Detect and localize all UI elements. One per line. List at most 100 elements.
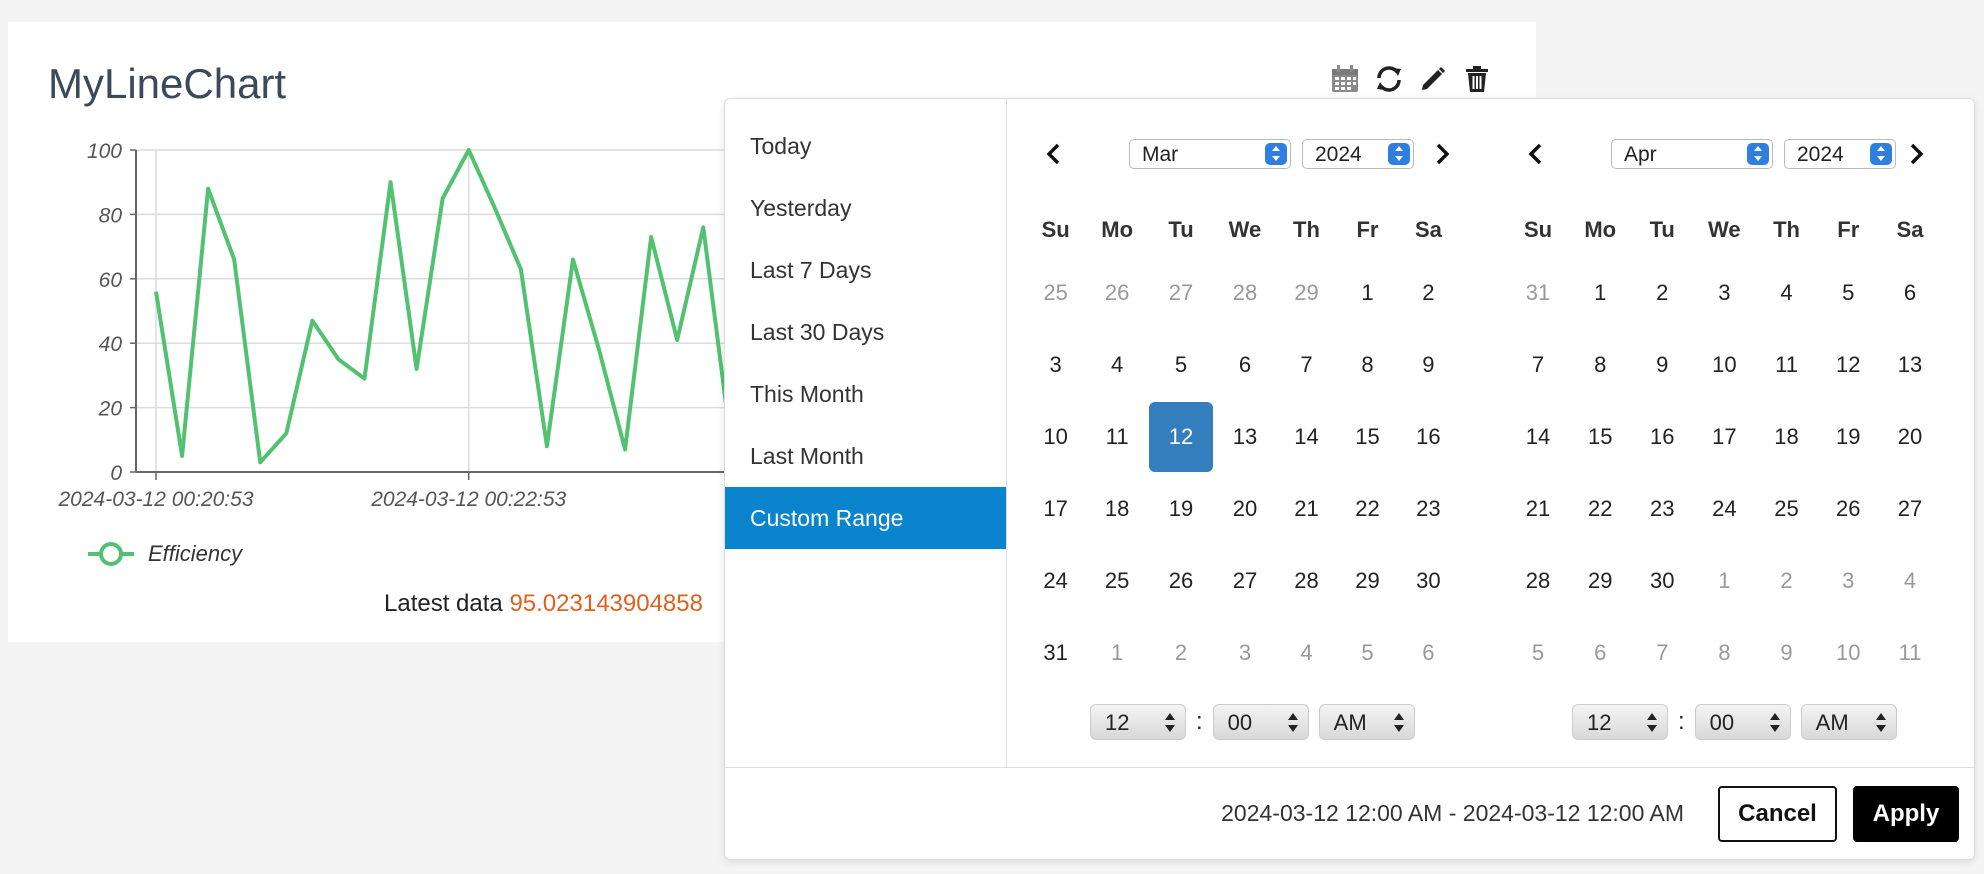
left-day-cell[interactable]: 29: [1355, 568, 1380, 593]
range-this-month[interactable]: This Month: [750, 381, 864, 407]
left-day-cell[interactable]: 25: [1043, 280, 1068, 305]
right-day-cell[interactable]: 10: [1712, 352, 1737, 377]
left-day-cell[interactable]: 16: [1416, 424, 1441, 449]
right-day-cell[interactable]: 18: [1774, 424, 1799, 449]
left-day-cell[interactable]: 1: [1111, 640, 1124, 665]
range-yesterday[interactable]: Yesterday: [750, 195, 852, 221]
left-day-cell[interactable]: 6: [1238, 352, 1252, 377]
left-day-cell[interactable]: 26: [1104, 280, 1130, 305]
left-day-cell[interactable]: 27: [1232, 568, 1258, 593]
left-day-cell[interactable]: 28: [1232, 280, 1258, 305]
right-day-cell[interactable]: 20: [1897, 424, 1923, 449]
left-day-cell[interactable]: 4: [1300, 640, 1313, 665]
edit-icon[interactable]: [1416, 62, 1450, 96]
left-day-cell[interactable]: 11: [1105, 424, 1129, 449]
right-day-cell[interactable]: 4: [1780, 280, 1793, 305]
right-day-cell[interactable]: 6: [1903, 280, 1917, 305]
left-day-cell[interactable]: 26: [1168, 568, 1194, 593]
next-month-button[interactable]: [1899, 137, 1933, 171]
left-day-cell[interactable]: 10: [1043, 424, 1068, 449]
right-day-cell[interactable]: 19: [1836, 424, 1861, 449]
right-day-cell[interactable]: 31: [1525, 280, 1551, 305]
right-day-cell[interactable]: 6: [1594, 640, 1607, 665]
left-day-cell[interactable]: 30: [1416, 568, 1441, 593]
right-day-cell[interactable]: 4: [1903, 568, 1917, 593]
right-day-cell[interactable]: 3: [1842, 568, 1855, 593]
right-day-cell[interactable]: 1: [1718, 568, 1731, 593]
left-day-cell[interactable]: 28: [1294, 568, 1319, 593]
range-last-month[interactable]: Last Month: [750, 443, 864, 469]
right-day-cell[interactable]: 11: [1898, 640, 1922, 665]
right-day-cell[interactable]: 26: [1836, 496, 1861, 521]
left-ampm-select[interactable]: AM: [1318, 704, 1415, 740]
left-day-cell[interactable]: 2: [1422, 280, 1435, 305]
left-day-cell[interactable]: 20: [1232, 496, 1258, 521]
right-day-cell[interactable]: 1: [1594, 280, 1607, 305]
left-next-month-button[interactable]: [1425, 137, 1459, 171]
right-day-cell[interactable]: 9: [1656, 352, 1669, 377]
right-day-cell[interactable]: 27: [1897, 496, 1923, 521]
left-day-cell[interactable]: 7: [1300, 352, 1313, 377]
right-day-cell[interactable]: 3: [1718, 280, 1731, 305]
left-day-cell[interactable]: 27: [1168, 280, 1194, 305]
right-hour-select[interactable]: 12: [1572, 704, 1668, 740]
left-day-cell[interactable]: 3: [1238, 640, 1252, 665]
right-day-cell[interactable]: 2: [1780, 568, 1793, 593]
left-day-cell[interactable]: 15: [1355, 424, 1380, 449]
left-day-cell[interactable]: 9: [1422, 352, 1435, 377]
right-ampm-select[interactable]: AM: [1800, 704, 1897, 740]
apply-button[interactable]: Apply: [1853, 786, 1959, 842]
left-month-select[interactable]: Mar: [1129, 139, 1291, 169]
left-hour-select[interactable]: 12: [1090, 704, 1186, 740]
left-minute-select[interactable]: 00: [1212, 704, 1309, 740]
right-day-cell[interactable]: 13: [1897, 352, 1923, 377]
left-day-cell[interactable]: 19: [1168, 496, 1194, 521]
right-day-cell[interactable]: 12: [1836, 352, 1861, 377]
left-day-cell[interactable]: 5: [1361, 640, 1374, 665]
left-day-cell[interactable]: 18: [1104, 496, 1130, 521]
left-day-cell[interactable]: 13: [1232, 424, 1258, 449]
left-day-cell[interactable]: 8: [1361, 352, 1374, 377]
left-day-cell[interactable]: 29: [1294, 280, 1319, 305]
left-year-select[interactable]: 2024: [1302, 139, 1414, 169]
trash-icon[interactable]: [1460, 62, 1494, 96]
right-day-cell[interactable]: 10: [1836, 640, 1861, 665]
right-day-cell[interactable]: 28: [1525, 568, 1551, 593]
right-day-cell[interactable]: 7: [1656, 640, 1669, 665]
right-year-select[interactable]: 2024: [1784, 139, 1896, 169]
right-day-cell[interactable]: 16: [1650, 424, 1675, 449]
right-day-cell[interactable]: 21: [1525, 496, 1551, 521]
left-day-cell[interactable]: 2: [1174, 640, 1188, 665]
right-day-cell[interactable]: 25: [1774, 496, 1799, 521]
right-day-cell[interactable]: 29: [1587, 568, 1613, 593]
calendar-icon[interactable]: [1328, 62, 1362, 96]
range-last-30-days[interactable]: Last 30 Days: [750, 319, 885, 345]
right-day-cell[interactable]: 23: [1650, 496, 1675, 521]
left-day-cell[interactable]: 17: [1043, 496, 1068, 521]
right-minute-select[interactable]: 00: [1694, 704, 1791, 740]
left-day-cell[interactable]: 21: [1294, 496, 1319, 521]
left-day-cell[interactable]: 31: [1043, 640, 1068, 665]
right-day-cell[interactable]: 7: [1531, 352, 1545, 377]
left-day-cell[interactable]: 14: [1294, 424, 1319, 449]
right-month-select[interactable]: Apr: [1611, 139, 1773, 169]
prev-month-button[interactable]: [1037, 137, 1071, 171]
right-day-cell[interactable]: 5: [1842, 280, 1855, 305]
left-day-cell[interactable]: 6: [1422, 640, 1435, 665]
right-day-cell[interactable]: 8: [1718, 640, 1731, 665]
right-day-cell[interactable]: 2: [1656, 280, 1669, 305]
left-day-cell[interactable]: 3: [1049, 352, 1062, 377]
legend-series-marker[interactable]: [86, 540, 136, 568]
right-day-cell[interactable]: 15: [1587, 424, 1613, 449]
range-last-7-days[interactable]: Last 7 Days: [750, 257, 872, 283]
left-day-cell[interactable]: 25: [1104, 568, 1130, 593]
left-day-cell[interactable]: 1: [1361, 280, 1374, 305]
left-day-cell[interactable]: 22: [1355, 496, 1380, 521]
left-day-cell[interactable]: 4: [1111, 352, 1124, 377]
right-day-cell[interactable]: 17: [1712, 424, 1737, 449]
left-day-cell[interactable]: 23: [1416, 496, 1441, 521]
left-day-cell[interactable]: 5: [1174, 352, 1188, 377]
cancel-button[interactable]: Cancel: [1718, 786, 1837, 842]
right-day-cell[interactable]: 24: [1712, 496, 1737, 521]
right-prev-month-button[interactable]: [1519, 137, 1553, 171]
